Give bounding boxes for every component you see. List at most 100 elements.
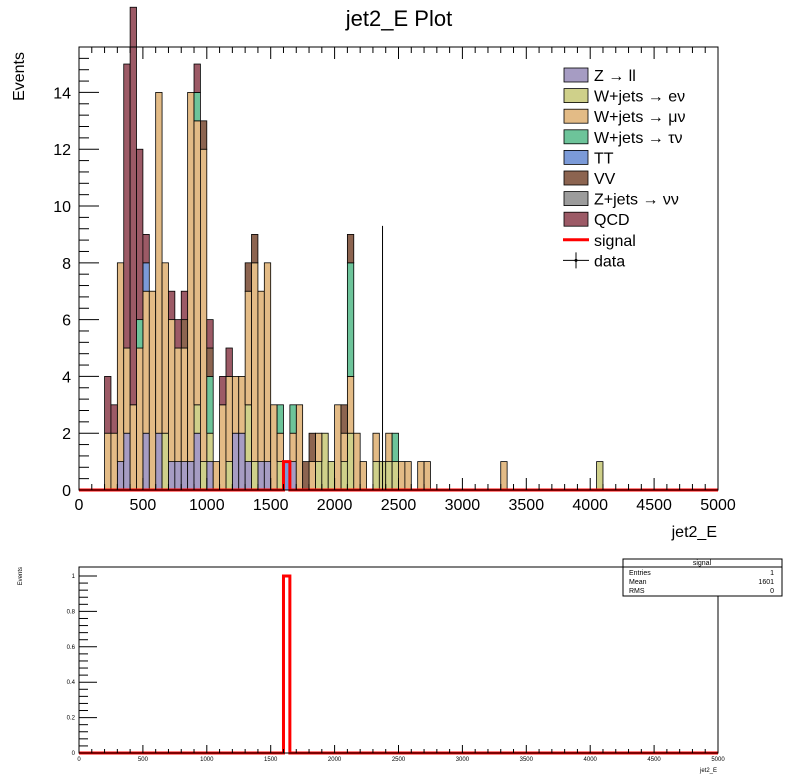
- bar-w-jets-e-1150: [225, 461, 233, 491]
- lower-x-tick-label: 4000: [584, 757, 598, 763]
- series-vv: [180, 120, 355, 491]
- legend-label: VV: [594, 171, 616, 188]
- bar-z-ll-800: [180, 461, 189, 491]
- x-tick-label: 3000: [445, 497, 481, 514]
- bar-w-jets-200: [104, 432, 112, 491]
- y-tick-label: 10: [53, 199, 71, 216]
- y-tick-label: 6: [62, 313, 71, 330]
- bar-w-jets-e-4050: [596, 461, 604, 491]
- bar-z-ll-1300: [244, 461, 252, 491]
- legend-swatch: [563, 129, 589, 145]
- lower-x-tick-label: 4500: [647, 757, 661, 763]
- bar-w-jets-700: [168, 319, 176, 463]
- lower-y-tick-label: 0.4: [67, 680, 76, 686]
- bar-z-ll-1400: [257, 461, 265, 491]
- bar-w-jets-1400: [257, 290, 265, 463]
- legend-label: QCD: [594, 212, 630, 229]
- stats-rms-value: 0: [770, 588, 774, 595]
- bar-tt-500: [142, 262, 150, 292]
- bar-w-jets-1650: [289, 404, 297, 434]
- lower-plot-frame: [78, 566, 719, 754]
- legend-swatch: [563, 149, 589, 165]
- bar-w-jets-1800: [308, 461, 316, 491]
- bar-w-jets-1250: [238, 376, 246, 434]
- legend-item-qcd: QCD: [563, 211, 630, 229]
- legend: Z → ll W+jets → eν W+jets → μν W+jets → τν T…: [563, 67, 685, 270]
- lower-x-tick-label: 1000: [200, 757, 214, 763]
- bar-w-jets-e-950: [200, 461, 208, 491]
- series-w-jets: [104, 92, 508, 491]
- bar-z-ll-1250: [238, 432, 246, 491]
- bar-vv-1300: [244, 262, 252, 292]
- bar-w-jets-2100: [346, 262, 355, 377]
- y-tick-label: 8: [62, 256, 71, 273]
- bar-qcd-350: [123, 63, 131, 349]
- x-tick-label: 1500: [253, 497, 289, 514]
- x-tick-label: 2000: [317, 497, 353, 514]
- lower-x-axis: 0 500 1000 1500 2000 2500 3000 3500 4000 4500 5000: [77, 745, 725, 763]
- lower-x-tick-label: 500: [138, 757, 149, 763]
- bar-qcd-200: [104, 376, 112, 434]
- stacked-histogram: [104, 6, 604, 491]
- bar-w-jets-1550: [276, 404, 284, 434]
- bar-w-jets-2650: [417, 461, 425, 491]
- lower-x-tick-label: 5000: [711, 757, 725, 763]
- x-tick-label: 0: [75, 497, 84, 514]
- legend-item-tt: TT: [563, 149, 614, 167]
- bar-w-jets-2450: [391, 432, 399, 463]
- stats-rms-label: RMS: [629, 588, 645, 595]
- bar-w-jets-350: [123, 347, 131, 434]
- lower-signal-histogram: [79, 574, 718, 755]
- legend-item-z-ll: Z → ll: [563, 67, 636, 85]
- bar-w-jets-e-2450: [391, 461, 399, 491]
- lower-y-tick-label: 0.6: [67, 645, 76, 651]
- bar-w-jets-2150: [353, 432, 361, 491]
- bar-w-jets-e-650: [161, 432, 169, 491]
- stats-mean-label: Mean: [629, 579, 647, 586]
- bar-w-jets-1350: [251, 262, 259, 463]
- bar-z-ll-850: [187, 461, 195, 491]
- legend-item-w-jets: W+jets → τν: [563, 129, 683, 147]
- bar-z-ll-1000: [206, 461, 214, 491]
- y-tick-label: 2: [62, 426, 71, 443]
- legend-swatch: [563, 170, 589, 186]
- bar-qcd-750: [174, 319, 182, 349]
- legend-label: W+jets → μν: [594, 109, 685, 126]
- legend-label: Z+jets → νν: [594, 192, 679, 209]
- bar-w-jets-e-1000: [206, 432, 214, 463]
- bar-w-jets-1550: [276, 432, 284, 463]
- bar-qcd-800: [180, 290, 189, 321]
- bar-z-ll-600: [155, 432, 163, 491]
- bar-w-jets-650: [161, 262, 169, 434]
- legend-item-z-jets: Z+jets → νν: [563, 191, 679, 209]
- bar-w-jets-e-1850: [315, 461, 323, 491]
- bar-z-ll-350: [123, 432, 131, 491]
- x-tick-label: 500: [130, 497, 157, 514]
- bar-vv-1750: [302, 461, 310, 491]
- bar-w-jets-750: [174, 347, 182, 463]
- legend-swatch-marker: [574, 258, 578, 262]
- bar-z-ll-1200: [231, 432, 240, 491]
- legend-swatch: [563, 108, 589, 124]
- bar-vv-1350: [251, 234, 259, 264]
- x-tick-label: 5000: [700, 497, 736, 514]
- bar-qcd-1000: [206, 319, 214, 349]
- bar-w-jets-250: [110, 432, 118, 491]
- x-axis: 0 500 1000 1500 2000 2500 3000 3500 4000 4500 5000: [75, 47, 736, 514]
- legend-label: W+jets → τν: [594, 130, 683, 147]
- bar-w-jets-e-2100: [346, 432, 355, 491]
- bar-qcd-450: [136, 148, 144, 321]
- x-tick-label: 4000: [572, 497, 608, 514]
- lower-x-tick-label: 2000: [328, 757, 342, 763]
- bar-w-jets-800: [180, 347, 189, 463]
- legend-swatch: [563, 211, 589, 227]
- bar-w-jets-450: [136, 319, 144, 349]
- bar-w-jets-900: [193, 120, 201, 406]
- lower-x-tick-label: 3500: [520, 757, 534, 763]
- bar-w-jets-2400: [385, 432, 393, 463]
- bar-w-jets-2550: [404, 461, 412, 491]
- lower-signal-line: [79, 574, 718, 755]
- legend-item-w-jets-e: W+jets → eν: [563, 88, 685, 106]
- bar-w-jets-e-900: [193, 404, 201, 434]
- lower-y-tick-label: 0: [72, 751, 76, 757]
